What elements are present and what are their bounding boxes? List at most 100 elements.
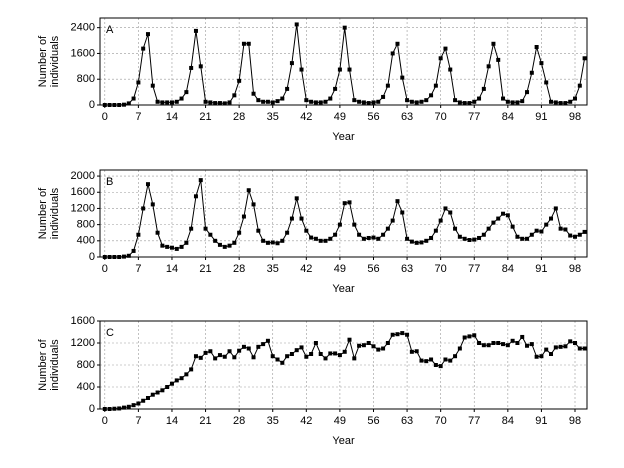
data-point xyxy=(169,100,174,105)
data-point xyxy=(558,101,563,106)
x-tick-label: 98 xyxy=(569,263,581,275)
data-point xyxy=(299,345,304,350)
data-point xyxy=(337,353,342,358)
data-point xyxy=(385,341,390,345)
data-point xyxy=(256,98,261,103)
data-point xyxy=(184,240,189,245)
data-point xyxy=(582,229,587,234)
data-point xyxy=(390,51,395,56)
data-point xyxy=(189,65,194,70)
data-point xyxy=(141,398,146,403)
data-point xyxy=(203,226,208,231)
data-point xyxy=(371,344,376,349)
data-point xyxy=(337,222,342,227)
data-point xyxy=(414,100,419,105)
data-point xyxy=(371,235,376,240)
data-point xyxy=(448,358,453,363)
x-tick-label: 63 xyxy=(401,415,413,427)
data-point xyxy=(285,230,290,235)
data-point xyxy=(448,210,453,215)
data-point xyxy=(256,344,261,349)
x-tick-label: 84 xyxy=(502,263,514,275)
plot-frame xyxy=(99,17,588,106)
data-point xyxy=(270,354,275,359)
data-point xyxy=(270,240,275,245)
x-tick-label: 77 xyxy=(468,111,480,123)
panel-label: C xyxy=(106,327,114,339)
data-point xyxy=(505,343,510,348)
data-point xyxy=(251,91,256,96)
data-point xyxy=(390,332,395,337)
data-point xyxy=(549,352,554,356)
data-point xyxy=(294,22,299,27)
data-point xyxy=(117,103,122,107)
data-point xyxy=(457,346,462,351)
data-point xyxy=(381,94,386,99)
data-point xyxy=(193,354,198,359)
data-point xyxy=(285,354,290,359)
data-point xyxy=(553,100,558,105)
data-point xyxy=(457,100,462,105)
data-point xyxy=(405,332,410,337)
y-axis-label: Number of xyxy=(37,338,49,390)
x-tick-label: 49 xyxy=(334,263,346,275)
data-point xyxy=(323,356,328,361)
data-point xyxy=(217,101,222,106)
data-point xyxy=(568,99,573,104)
data-point xyxy=(544,222,549,227)
data-point xyxy=(429,357,434,362)
x-tick-label: 56 xyxy=(367,415,379,427)
data-point xyxy=(265,240,270,245)
data-point xyxy=(472,237,477,242)
data-point xyxy=(352,222,357,227)
x-tick-label: 7 xyxy=(135,263,141,275)
data-point xyxy=(563,101,568,106)
data-point xyxy=(222,244,227,249)
data-point xyxy=(491,341,496,345)
data-point xyxy=(126,404,131,409)
data-point xyxy=(539,61,544,66)
data-line xyxy=(104,179,585,258)
data-point xyxy=(193,194,198,199)
x-tick-label: 42 xyxy=(300,415,312,427)
y-tick-label: 1200 xyxy=(71,202,95,214)
data-point xyxy=(510,100,515,105)
data-point xyxy=(121,254,126,259)
y-tick-label: 2400 xyxy=(71,22,95,34)
data-point xyxy=(141,206,146,211)
data-point xyxy=(573,234,578,239)
data-point xyxy=(414,349,419,354)
data-point xyxy=(347,337,352,342)
data-point xyxy=(193,28,198,33)
data-point xyxy=(107,255,112,259)
x-tick-label: 35 xyxy=(267,415,279,427)
data-point xyxy=(299,216,304,221)
data-point xyxy=(577,232,582,237)
data-point xyxy=(400,210,405,215)
data-point xyxy=(318,238,323,243)
x-tick-label: 21 xyxy=(199,415,211,427)
data-point xyxy=(237,230,242,235)
data-point xyxy=(453,98,458,103)
data-point xyxy=(515,100,520,105)
data-point xyxy=(313,100,318,105)
data-point xyxy=(141,46,146,51)
data-point xyxy=(328,351,333,356)
data-point xyxy=(179,244,184,249)
data-point xyxy=(496,216,501,221)
data-point xyxy=(289,352,294,356)
data-point xyxy=(289,216,294,221)
data-point xyxy=(261,99,266,104)
data-point xyxy=(203,350,208,355)
x-tick-label: 7 xyxy=(135,111,141,123)
data-point xyxy=(165,100,170,105)
data-point xyxy=(477,96,482,101)
data-point xyxy=(117,255,122,259)
data-point xyxy=(112,255,117,259)
plot-frame xyxy=(99,320,588,410)
x-axis-label: Year xyxy=(332,283,355,295)
data-point xyxy=(184,372,189,377)
data-point xyxy=(131,248,136,253)
data-point xyxy=(174,99,179,104)
x-tick-label: 28 xyxy=(233,263,245,275)
